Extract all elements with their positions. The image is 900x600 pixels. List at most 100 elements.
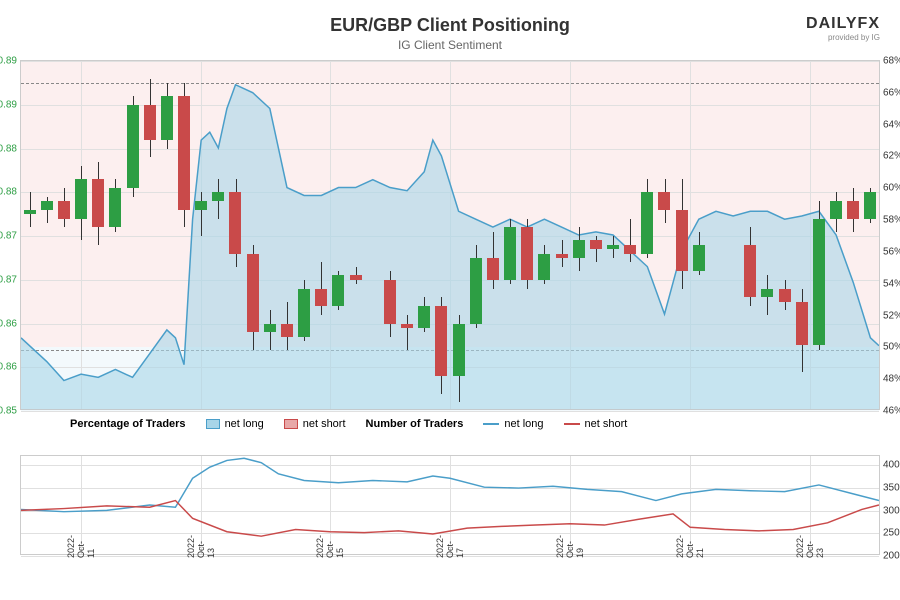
y-right-label: 54% bbox=[883, 278, 900, 289]
y-right-label-sub: 350 bbox=[883, 482, 900, 493]
candle-body bbox=[229, 192, 241, 253]
candle-body bbox=[178, 96, 190, 210]
candle-body bbox=[127, 105, 139, 188]
candle-wick bbox=[201, 192, 202, 236]
candle-body bbox=[41, 201, 53, 210]
y-left-label: 0.87 bbox=[0, 274, 17, 285]
logo: DAILYFX provided by IG bbox=[806, 15, 880, 42]
legend-num-short: net short bbox=[564, 418, 628, 430]
y-right-label-sub: 200 bbox=[883, 551, 900, 562]
legend-box-long bbox=[206, 419, 220, 429]
y-right-label-sub: 250 bbox=[883, 528, 900, 539]
candle-body bbox=[590, 240, 602, 249]
candle-body bbox=[658, 192, 670, 210]
legend-line-long bbox=[483, 423, 499, 425]
chart-title: EUR/GBP Client Positioning bbox=[330, 15, 570, 36]
y-left-label: 0.89 bbox=[0, 56, 17, 67]
candle-body bbox=[504, 227, 516, 280]
y-left-label: 0.88 bbox=[0, 143, 17, 154]
candle-body bbox=[315, 289, 327, 307]
candle-body bbox=[538, 254, 550, 280]
gridline-v bbox=[810, 61, 811, 409]
header: EUR/GBP Client Positioning DAILYFX provi… bbox=[20, 15, 880, 36]
candle-body bbox=[796, 302, 808, 346]
candle-body bbox=[435, 306, 447, 376]
candle-body bbox=[75, 179, 87, 218]
candle-body bbox=[264, 324, 276, 333]
candle-body bbox=[761, 289, 773, 298]
legend-pct-long: net long bbox=[206, 418, 264, 430]
x-label: 2022-Oct-23 bbox=[795, 535, 825, 558]
candle-body bbox=[521, 227, 533, 280]
y-right-label-sub: 300 bbox=[883, 505, 900, 516]
candle-body bbox=[298, 289, 310, 337]
legend-line-short bbox=[564, 423, 580, 425]
candle-body bbox=[58, 201, 70, 219]
y-right-label: 50% bbox=[883, 342, 900, 353]
candle-body bbox=[212, 192, 224, 201]
y-right-label: 58% bbox=[883, 215, 900, 226]
candle-body bbox=[641, 192, 653, 253]
x-label: 2022-Oct-21 bbox=[675, 535, 705, 558]
candle-body bbox=[470, 258, 482, 324]
legend-num-label: Number of Traders bbox=[366, 418, 464, 430]
x-label: 2022-Oct-15 bbox=[315, 535, 345, 558]
legend-pct-short: net short bbox=[284, 418, 346, 430]
candle-body bbox=[693, 245, 705, 271]
y-left-label: 0.86 bbox=[0, 362, 17, 373]
candle-body bbox=[281, 324, 293, 337]
y-right-label: 64% bbox=[883, 119, 900, 130]
candle-wick bbox=[407, 315, 408, 350]
main-chart: 0.850.860.860.870.870.880.880.890.8946%4… bbox=[20, 60, 880, 410]
legend-box-short bbox=[284, 419, 298, 429]
x-label: 2022-Oct-19 bbox=[555, 535, 585, 558]
gridline-v bbox=[570, 61, 571, 409]
y-left-label: 0.88 bbox=[0, 187, 17, 198]
candle-body bbox=[830, 201, 842, 219]
legend: Percentage of Traders net long net short… bbox=[20, 418, 880, 430]
x-label: 2022-Oct-13 bbox=[186, 535, 216, 558]
chart-container: EUR/GBP Client Positioning DAILYFX provi… bbox=[0, 0, 900, 600]
candle-body bbox=[864, 192, 876, 218]
candle-body bbox=[676, 210, 688, 271]
candle-body bbox=[161, 96, 173, 140]
candle-body bbox=[624, 245, 636, 254]
y-right-label: 68% bbox=[883, 56, 900, 67]
candle-body bbox=[556, 254, 568, 258]
y-right-label: 52% bbox=[883, 310, 900, 321]
y-right-label: 62% bbox=[883, 151, 900, 162]
candle-body bbox=[744, 245, 756, 298]
reference-line bbox=[21, 350, 879, 351]
candle-wick bbox=[630, 219, 631, 263]
candle-body bbox=[607, 245, 619, 249]
candle-body bbox=[487, 258, 499, 280]
candle-body bbox=[92, 179, 104, 227]
y-right-label: 48% bbox=[883, 374, 900, 385]
gridline-v bbox=[450, 61, 451, 409]
candle-body bbox=[813, 219, 825, 346]
y-right-label: 60% bbox=[883, 183, 900, 194]
y-right-label-sub: 400 bbox=[883, 460, 900, 471]
gridline-v bbox=[690, 61, 691, 409]
y-right-label: 66% bbox=[883, 87, 900, 98]
legend-pct-label: Percentage of Traders bbox=[70, 418, 186, 430]
sub-chart: 2002503003504002022-Oct-112022-Oct-13202… bbox=[20, 455, 880, 555]
candle-body bbox=[24, 210, 36, 214]
candle-body bbox=[779, 289, 791, 302]
legend-num-long: net long bbox=[483, 418, 543, 430]
candle-body bbox=[350, 275, 362, 279]
candle-body bbox=[144, 105, 156, 140]
y-left-label: 0.86 bbox=[0, 318, 17, 329]
y-left-label: 0.85 bbox=[0, 406, 17, 417]
candle-body bbox=[109, 188, 121, 227]
gridline-h bbox=[21, 411, 879, 412]
y-left-label: 0.89 bbox=[0, 99, 17, 110]
y-right-label: 56% bbox=[883, 246, 900, 257]
candle-body bbox=[332, 275, 344, 306]
candle-body bbox=[384, 280, 396, 324]
y-left-label: 0.87 bbox=[0, 231, 17, 242]
gridline-v bbox=[330, 61, 331, 409]
x-label: 2022-Oct-11 bbox=[66, 535, 96, 558]
logo-main: DAILYFX bbox=[806, 15, 880, 33]
candle-body bbox=[847, 201, 859, 219]
